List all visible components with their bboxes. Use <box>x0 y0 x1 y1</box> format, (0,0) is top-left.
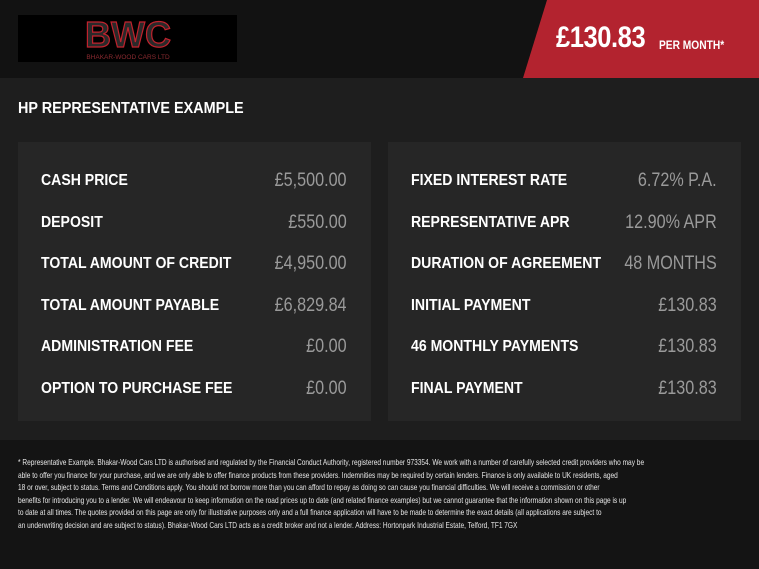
row-value: £130.83 <box>658 294 717 316</box>
logo[interactable]: BWC BHAKAR-WOOD CARS LTD <box>18 15 237 62</box>
row-label: FINAL PAYMENT <box>411 379 523 397</box>
row-value: £6,829.84 <box>275 294 347 316</box>
finance-row: CASH PRICE £5,500.00 <box>18 170 371 212</box>
finance-row: 46 MONTHLY PAYMENTS £130.83 <box>388 336 741 378</box>
monthly-price-badge: £130.83 PER MONTH* <box>523 0 759 78</box>
disclaimer-footer: * Representative Example. Bhakar-Wood Ca… <box>0 440 759 569</box>
disclaimer-line: * Representative Example. Bhakar-Wood Ca… <box>18 458 645 467</box>
right-finance-panel: FIXED INTEREST RATE 6.72% P.A. REPRESENTA… <box>388 142 741 421</box>
finance-row: DURATION OF AGREEMENT 48 MONTHS <box>388 253 741 295</box>
disclaimer-line: an underwriting decision and are subject… <box>18 520 518 530</box>
row-value: £0.00 <box>306 336 347 357</box>
row-label: TOTAL AMOUNT PAYABLE <box>41 296 220 314</box>
header: BWC BHAKAR-WOOD CARS LTD £130.83 PER MON… <box>0 0 759 78</box>
row-value: £130.83 <box>658 377 717 399</box>
monthly-price: £130.83 <box>556 21 646 54</box>
finance-row: ADMINISTRATION FEE £0.00 <box>18 336 371 378</box>
row-label: INITIAL PAYMENT <box>411 296 531 314</box>
disclaimer-line: 18 or over, subject to status. Terms and… <box>18 483 600 492</box>
row-label: DURATION OF AGREEMENT <box>411 255 602 272</box>
disclaimer-line: to date at all times. The quotes provide… <box>18 508 602 517</box>
row-value: £550.00 <box>288 211 347 233</box>
row-label: REPRESENTATIVE APR <box>411 213 570 231</box>
disclaimer-line: benefits for introducing you to a lender… <box>18 495 627 505</box>
row-value: 48 MONTHS <box>624 253 717 274</box>
page-title: HP REPRESENTATIVE EXAMPLE <box>18 100 244 117</box>
row-label: CASH PRICE <box>41 172 128 189</box>
per-month-label: PER MONTH* <box>659 38 725 52</box>
disclaimer-line: able to offer you finance for your purch… <box>18 470 618 480</box>
row-value: £130.83 <box>658 336 717 357</box>
finance-row: REPRESENTATIVE APR 12.90% APR <box>388 212 741 254</box>
finance-row: TOTAL AMOUNT OF CREDIT £4,950.00 <box>18 253 371 295</box>
row-label: DEPOSIT <box>41 213 103 231</box>
logo-text: BWC <box>85 15 171 55</box>
row-value: £0.00 <box>306 377 347 399</box>
row-label: 46 MONTHLY PAYMENTS <box>411 338 579 355</box>
row-label: ADMINISTRATION FEE <box>41 338 194 355</box>
logo-subtitle: BHAKAR-WOOD CARS LTD <box>86 54 170 61</box>
disclaimer-text: * Representative Example. Bhakar-Wood Ca… <box>18 457 644 532</box>
finance-row: OPTION TO PURCHASE FEE £0.00 <box>18 378 371 420</box>
left-finance-panel: CASH PRICE £5,500.00 DEPOSIT £550.00 TOTAL… <box>18 142 371 421</box>
finance-row: TOTAL AMOUNT PAYABLE £6,829.84 <box>18 295 371 337</box>
finance-row: FIXED INTEREST RATE 6.72% P.A. <box>388 170 741 212</box>
row-label: FIXED INTEREST RATE <box>411 172 568 189</box>
row-value: £4,950.00 <box>275 253 347 274</box>
row-label: TOTAL AMOUNT OF CREDIT <box>41 255 232 272</box>
finance-row: INITIAL PAYMENT £130.83 <box>388 295 741 337</box>
row-label: OPTION TO PURCHASE FEE <box>41 379 233 397</box>
row-value: 6.72% P.A. <box>638 170 717 191</box>
finance-row: FINAL PAYMENT £130.83 <box>388 378 741 420</box>
row-value: £5,500.00 <box>275 170 347 191</box>
finance-row: DEPOSIT £550.00 <box>18 212 371 254</box>
row-value: 12.90% APR <box>625 211 717 233</box>
